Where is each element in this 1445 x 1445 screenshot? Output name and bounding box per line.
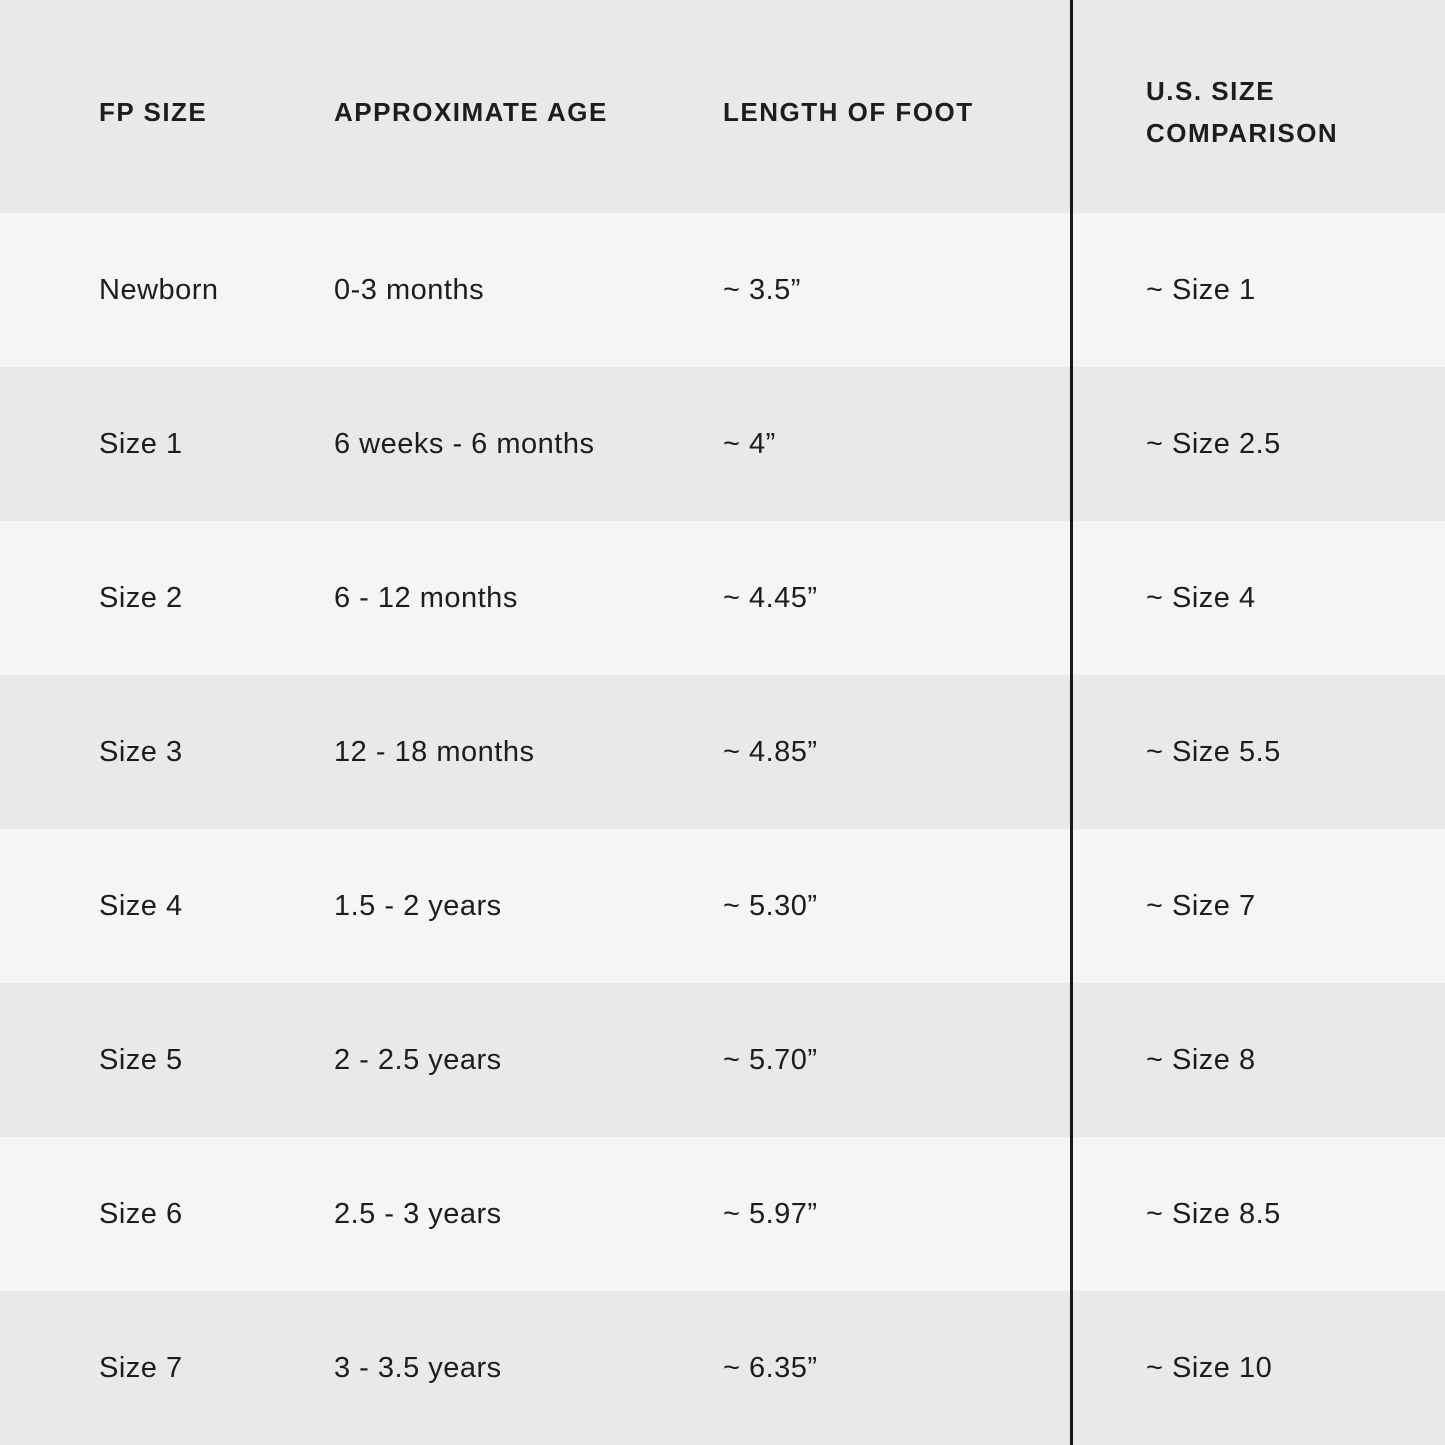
table-row-cell-length: ~ 4.85” <box>626 675 1070 829</box>
table-row-cell-us-size: ~ Size 8 <box>1070 983 1445 1137</box>
table-row-cell-fp-size: Size 2 <box>0 521 235 675</box>
table-row-cell-length: ~ 3.5” <box>626 213 1070 367</box>
table-row-cell-us-size: ~ Size 2.5 <box>1070 367 1445 521</box>
table-row-cell-length: ~ 4.45” <box>626 521 1070 675</box>
table-row-cell-us-size: ~ Size 10 <box>1070 1291 1445 1445</box>
table-row-cell-age: 6 weeks - 6 months <box>235 367 626 521</box>
table-row-cell-fp-size: Size 1 <box>0 367 235 521</box>
table-row-cell-us-size: ~ Size 5.5 <box>1070 675 1445 829</box>
table-row-cell-age: 0-3 months <box>235 213 626 367</box>
table-row-cell-age: 1.5 - 2 years <box>235 829 626 983</box>
table-row-cell-fp-size: Size 6 <box>0 1137 235 1291</box>
table-row-cell-length: ~ 5.30” <box>626 829 1070 983</box>
column-header-fp-size: FP SIZE <box>0 0 235 213</box>
table-row-cell-length: ~ 5.70” <box>626 983 1070 1137</box>
table-row-cell-length: ~ 5.97” <box>626 1137 1070 1291</box>
table-row-cell-fp-size: Size 4 <box>0 829 235 983</box>
table-row-cell-age: 6 - 12 months <box>235 521 626 675</box>
table-row-cell-fp-size: Newborn <box>0 213 235 367</box>
table-row-cell-us-size: ~ Size 8.5 <box>1070 1137 1445 1291</box>
table-row-cell-age: 3 - 3.5 years <box>235 1291 626 1445</box>
table-row-cell-length: ~ 6.35” <box>626 1291 1070 1445</box>
table-row-cell-fp-size: Size 7 <box>0 1291 235 1445</box>
column-header-length-of-foot: LENGTH OF FOOT <box>626 0 1070 213</box>
column-header-us-size-comparison: U.S. SIZE COMPARISON <box>1070 0 1445 213</box>
table-row-cell-fp-size: Size 5 <box>0 983 235 1137</box>
table-row-cell-length: ~ 4” <box>626 367 1070 521</box>
table-row-cell-us-size: ~ Size 4 <box>1070 521 1445 675</box>
column-header-approximate-age: APPROXIMATE AGE <box>235 0 626 213</box>
table-row-cell-us-size: ~ Size 1 <box>1070 213 1445 367</box>
table-row-cell-age: 12 - 18 months <box>235 675 626 829</box>
table-row-cell-age: 2 - 2.5 years <box>235 983 626 1137</box>
table-row-cell-age: 2.5 - 3 years <box>235 1137 626 1291</box>
table-row-cell-fp-size: Size 3 <box>0 675 235 829</box>
table-row-cell-us-size: ~ Size 7 <box>1070 829 1445 983</box>
